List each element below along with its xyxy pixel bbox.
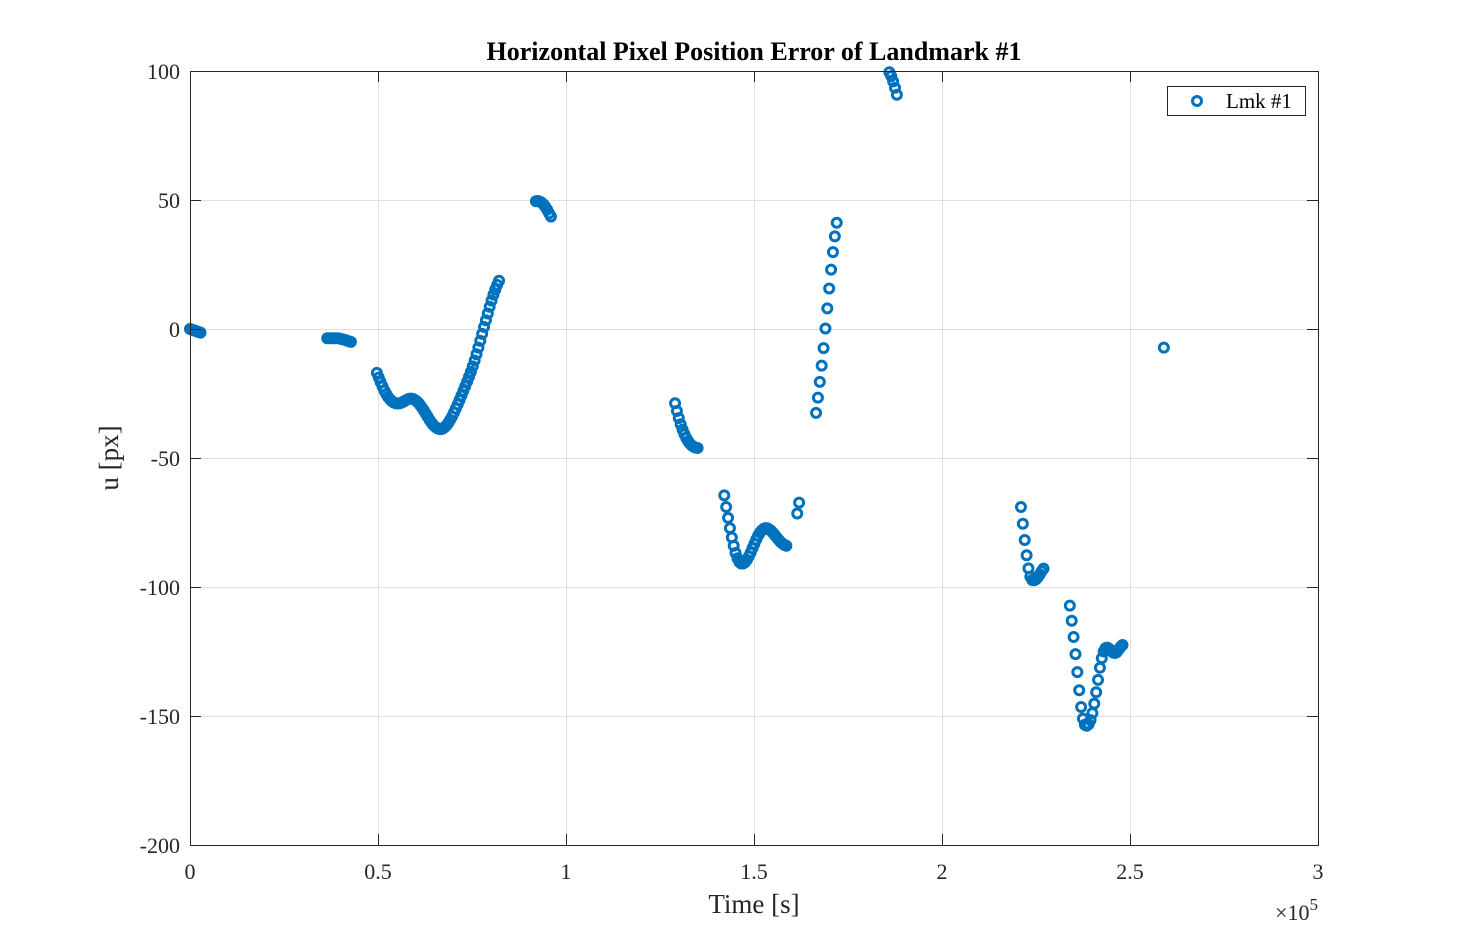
data-point bbox=[1157, 341, 1170, 354]
data-point bbox=[823, 282, 836, 295]
data-point bbox=[819, 322, 832, 335]
y-axis-tick-labels: -200 -150 -100 -50 0 50 100 bbox=[140, 59, 180, 858]
data-point bbox=[470, 348, 483, 361]
data-point bbox=[1063, 599, 1076, 612]
data-point bbox=[1116, 639, 1129, 652]
data-point bbox=[821, 302, 834, 315]
x-tick-label: 2 bbox=[937, 859, 948, 884]
data-point bbox=[810, 406, 823, 419]
data-point bbox=[811, 391, 824, 404]
data-point bbox=[674, 418, 687, 431]
x-axis-tick-labels: 0 0.5 1 1.5 2 2.5 3 bbox=[185, 859, 1324, 884]
data-point bbox=[826, 246, 839, 259]
y-tick-label: -100 bbox=[140, 575, 180, 600]
data-point bbox=[194, 326, 207, 339]
data-point bbox=[722, 511, 735, 524]
x-axis-exponent-power: 5 bbox=[1310, 895, 1319, 914]
legend-entry-label: Lmk #1 bbox=[1226, 89, 1292, 113]
y-tick-label: -150 bbox=[140, 704, 180, 729]
x-axis-label: Time [s] bbox=[708, 889, 799, 919]
legend: Lmk #1 bbox=[1167, 86, 1306, 116]
legend-box bbox=[1167, 86, 1306, 116]
x-tick-label: 1 bbox=[561, 859, 572, 884]
data-point bbox=[1088, 697, 1101, 710]
data-point bbox=[474, 334, 487, 347]
data-point bbox=[1014, 501, 1027, 514]
data-point bbox=[830, 216, 843, 229]
y-axis-label: u [px] bbox=[94, 425, 124, 490]
y-tick-label: 100 bbox=[147, 59, 180, 84]
chart-title: Horizontal Pixel Position Error of Landm… bbox=[487, 37, 1022, 66]
y-tick-label: 50 bbox=[158, 188, 180, 213]
data-point bbox=[479, 314, 492, 327]
data-point bbox=[890, 88, 903, 101]
data-point bbox=[817, 342, 830, 355]
y-tick-label: -50 bbox=[151, 446, 180, 471]
data-point bbox=[1065, 614, 1078, 627]
x-tick-label: 0 bbox=[185, 859, 196, 884]
data-point bbox=[720, 501, 733, 514]
data-point bbox=[1073, 684, 1086, 697]
data-point bbox=[793, 496, 806, 509]
legend-marker-icon bbox=[1191, 95, 1203, 107]
data-point bbox=[670, 405, 683, 418]
x-tick-label: 1.5 bbox=[740, 859, 768, 884]
data-point bbox=[825, 263, 838, 276]
data-point bbox=[780, 539, 793, 552]
data-point bbox=[466, 360, 479, 373]
data-point bbox=[813, 375, 826, 388]
data-point bbox=[1084, 714, 1097, 727]
x-tick-label: 0.5 bbox=[364, 859, 392, 884]
data-point bbox=[691, 441, 704, 454]
data-point bbox=[1092, 673, 1105, 686]
data-point bbox=[468, 354, 481, 367]
data-point bbox=[718, 489, 731, 502]
y-tick-label: -200 bbox=[140, 833, 180, 858]
data-point bbox=[1018, 534, 1031, 547]
data-point bbox=[672, 412, 685, 425]
data-point bbox=[478, 320, 491, 333]
y-tick-label: 0 bbox=[169, 317, 180, 342]
data-point bbox=[1069, 648, 1082, 661]
data-point bbox=[1090, 686, 1103, 699]
data-point bbox=[889, 81, 901, 94]
data-point bbox=[1067, 631, 1080, 644]
x-axis-exponent-base: ×10 bbox=[1275, 900, 1309, 925]
grid-lines bbox=[190, 71, 1318, 845]
data-point bbox=[791, 507, 804, 520]
data-point bbox=[483, 300, 496, 313]
data-point bbox=[1075, 700, 1088, 713]
data-point bbox=[476, 327, 489, 340]
data-point bbox=[472, 341, 485, 354]
data-point bbox=[1020, 549, 1033, 562]
data-point bbox=[481, 307, 494, 320]
data-point bbox=[464, 365, 477, 378]
axis-ticks bbox=[190, 71, 1319, 846]
x-tick-label: 3 bbox=[1313, 859, 1324, 884]
data-point bbox=[493, 274, 506, 287]
data-point bbox=[815, 359, 828, 372]
data-point bbox=[828, 230, 841, 243]
x-tick-label: 2.5 bbox=[1116, 859, 1144, 884]
data-point bbox=[1071, 666, 1084, 679]
data-point bbox=[344, 335, 357, 348]
data-point bbox=[485, 294, 498, 307]
x-axis-exponent: ×105 bbox=[1275, 895, 1318, 925]
data-point bbox=[1037, 562, 1050, 575]
data-point bbox=[887, 75, 900, 88]
data-point bbox=[1095, 652, 1108, 665]
data-point bbox=[544, 210, 557, 223]
data-point bbox=[1016, 517, 1029, 530]
